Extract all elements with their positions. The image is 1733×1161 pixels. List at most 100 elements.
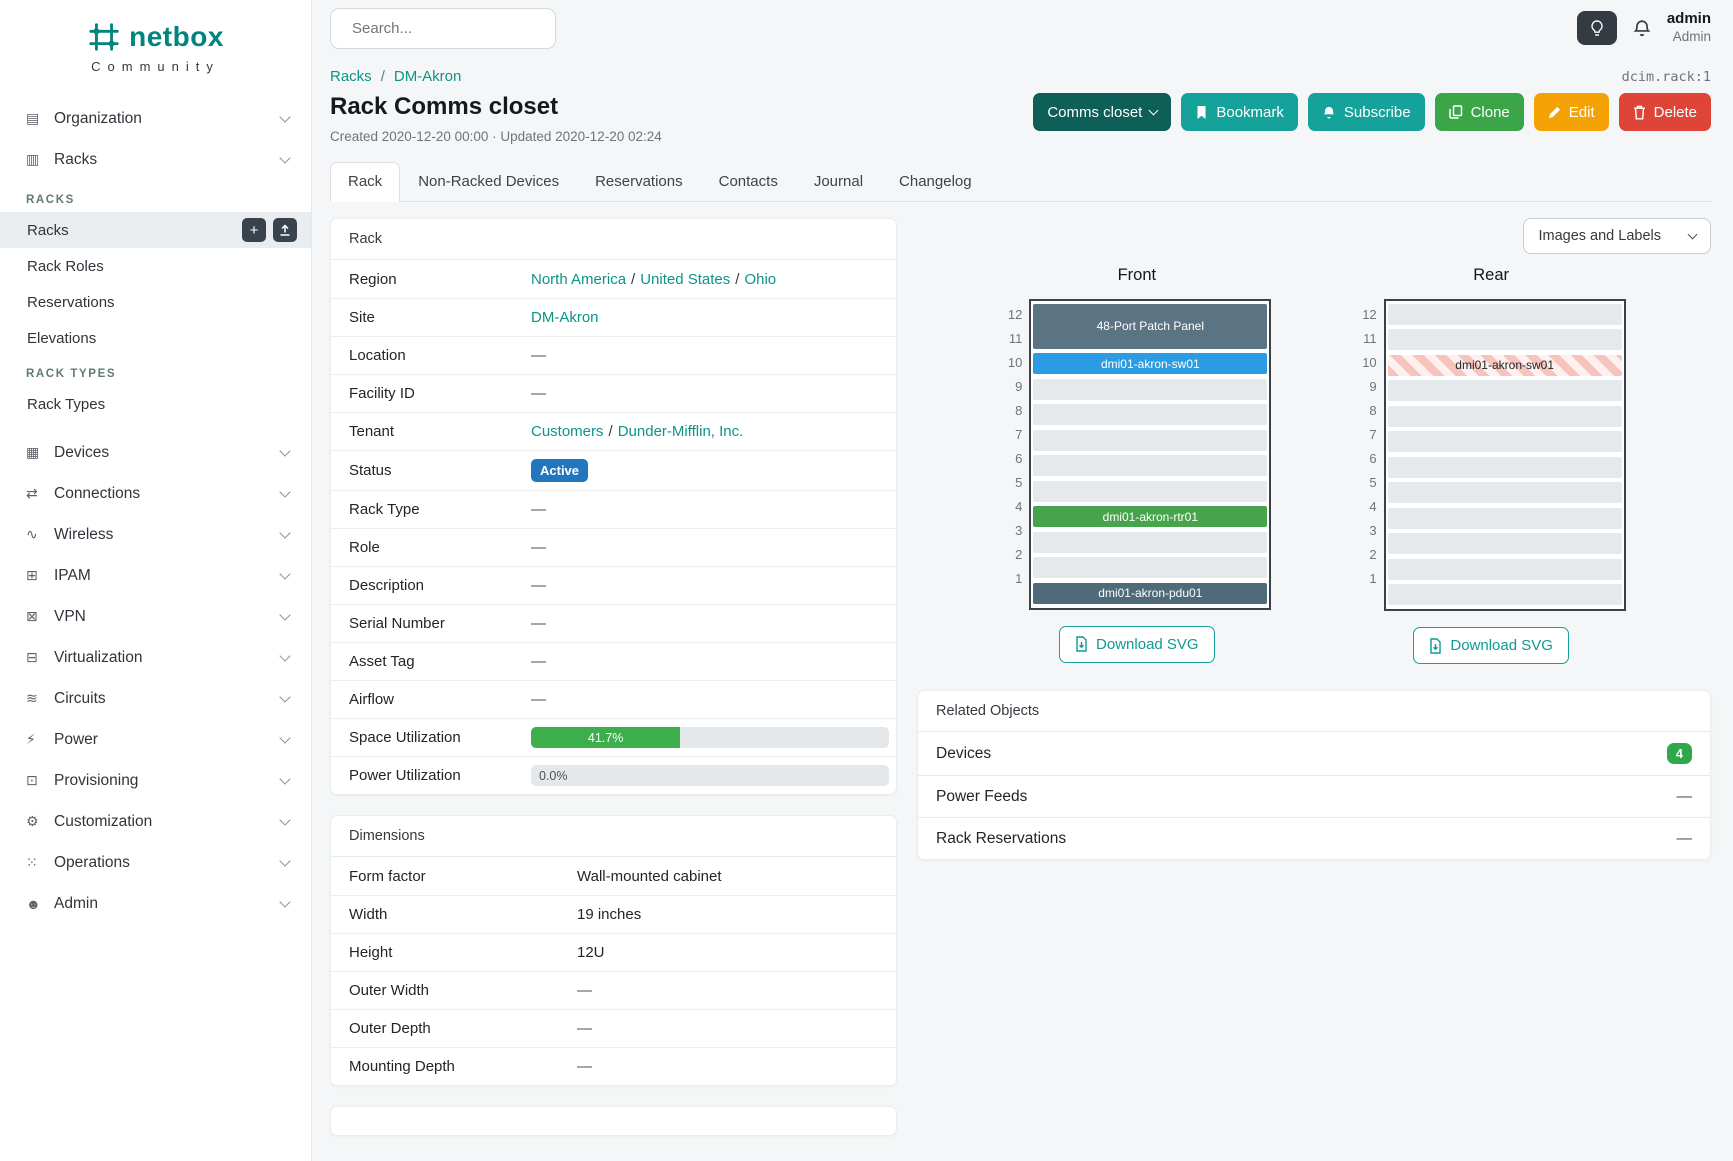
sidebar-item[interactable]: ⊡ Provisioning <box>0 760 311 801</box>
tab-journal[interactable]: Journal <box>813 173 864 190</box>
sidebar-item-icon: ⊞ <box>26 567 38 583</box>
breadcrumb-separator: / <box>380 68 385 85</box>
unit-number: 4 <box>1369 498 1377 514</box>
sidebar-item[interactable]: ⚙ Customization <box>0 801 311 842</box>
brand: netbox Community <box>0 0 311 82</box>
rack-unit-device[interactable]: dmi01-akron-pdu01 <box>1031 582 1269 607</box>
sidebar-subitem-elevations[interactable]: Elevations <box>0 320 311 356</box>
sidebar-subitem-rack-types[interactable]: Rack Types <box>0 386 311 422</box>
edit-button[interactable]: Edit <box>1533 93 1609 131</box>
download-svg-rear-button[interactable]: Download SVG <box>1413 627 1569 664</box>
chevron-down-icon <box>1148 105 1159 116</box>
subitem-label: Rack Roles <box>27 257 104 275</box>
sidebar-subitem-racks[interactable]: Racks + <box>0 212 311 248</box>
sidebar-subitem-reservations[interactable]: Reservations <box>0 284 311 320</box>
rack-unit-empty <box>1031 557 1269 581</box>
unit-number: 7 <box>1015 426 1023 442</box>
bell-icon <box>1633 19 1651 36</box>
breadcrumb-site-link[interactable]: DM-Akron <box>393 68 462 85</box>
images-labels-dropdown[interactable]: Images and Labels <box>1523 218 1711 254</box>
tenant-group-link[interactable]: Customers <box>531 423 604 440</box>
tab-changelog[interactable]: Changelog <box>899 173 972 190</box>
attr-row-mounting-depth: Mounting Depth — <box>331 1047 896 1085</box>
bookmark-button[interactable]: Bookmark <box>1181 93 1298 131</box>
add-rack-button[interactable]: + <box>242 218 266 242</box>
sidebar-item[interactable]: ☻ Admin <box>0 883 311 924</box>
rack-unit-empty <box>1386 456 1624 481</box>
topbar: admin Admin <box>330 0 1711 56</box>
sidebar-item[interactable]: ⇄ Connections <box>0 473 311 514</box>
unit-number: 10 <box>1362 354 1377 370</box>
sidebar-item-organization[interactable]: ▤ Organization <box>0 98 311 139</box>
chevron-down-icon <box>279 568 291 580</box>
sidebar-item[interactable]: ⊟ Virtualization <box>0 637 311 678</box>
attr-row-status: Status Active <box>331 450 896 490</box>
rack-unit-empty <box>1386 507 1624 532</box>
clone-button[interactable]: Clone <box>1434 93 1524 131</box>
region-link[interactable]: North America <box>531 270 627 288</box>
sidebar-item-icon: ☻ <box>26 895 41 912</box>
rear-elevation: Rear 12 11 10 9 8 7 6 5 4 3 2 1 dmi01-akron-sw01 Do… <box>1357 266 1626 664</box>
related-row-devices[interactable]: Devices 4 <box>918 732 1710 775</box>
subitem-label: Racks <box>27 221 69 239</box>
rack-unit-empty <box>1031 429 1269 454</box>
unit-number: 12 <box>1362 306 1377 322</box>
rack-unit-device[interactable]: dmi01-akron-rtr01 <box>1031 506 1269 530</box>
sidebar-item-racks[interactable]: ▥ Racks <box>0 139 311 180</box>
rack-panel: Rack Region North America / United States /… <box>330 218 897 795</box>
action-buttons: Comms closet Bookmark Subscribe Clon <box>1033 93 1711 131</box>
unit-number: 8 <box>1015 402 1023 418</box>
subnav-section-rack-types: RACK TYPES <box>26 368 117 380</box>
attr-row-height: Height 12U <box>331 933 896 971</box>
sidebar-item[interactable]: ⚡ Power <box>0 719 311 760</box>
tab-non-racked-devices[interactable]: Non-Racked Devices <box>418 173 560 190</box>
unit-number: 11 <box>1363 330 1377 346</box>
bell-icon <box>1323 106 1334 118</box>
sidebar-item[interactable]: ⁙ Operations <box>0 842 311 883</box>
rack-unit-device[interactable]: dmi01-akron-sw01 <box>1031 353 1269 377</box>
unit-number: 4 <box>1015 498 1023 514</box>
sidebar-item-icon: ⁙ <box>26 854 38 870</box>
delete-button[interactable]: Delete <box>1618 93 1711 131</box>
breadcrumb-racks-link[interactable]: Racks <box>330 68 372 85</box>
sidebar-item-label: Admin <box>54 894 98 912</box>
sidebar-item[interactable]: ▦ Devices <box>0 432 311 473</box>
sidebar-item[interactable]: ∿ Wireless <box>0 514 311 555</box>
sidebar-item[interactable]: ⊞ IPAM <box>0 555 311 596</box>
region-link[interactable]: United States <box>640 270 731 288</box>
site-link[interactable]: DM-Akron <box>531 309 599 326</box>
page-title: Rack Comms closet <box>330 93 559 120</box>
sidebar-item-icon: ∿ <box>26 526 38 542</box>
related-row-rack-reservations[interactable]: Rack Reservations — <box>918 817 1710 859</box>
tab-rack[interactable]: Rack <box>330 162 401 202</box>
sidebar-item-label: Wireless <box>54 525 114 543</box>
region-link[interactable]: Ohio <box>744 270 777 288</box>
pencil-icon <box>1548 106 1560 118</box>
download-svg-front-button[interactable]: Download SVG <box>1059 625 1215 663</box>
bookmark-icon <box>1197 105 1206 119</box>
rack-unit-device[interactable]: 48-Port Patch Panel <box>1031 303 1269 352</box>
search-box[interactable] <box>330 7 556 49</box>
tab-reservations[interactable]: Reservations <box>595 173 683 190</box>
unit-number: 3 <box>1369 522 1377 538</box>
sidebar-subitem-rack-roles[interactable]: Rack Roles <box>0 248 311 284</box>
attr-row-asset-tag: Asset Tag — <box>331 642 896 680</box>
search-input[interactable] <box>352 19 551 37</box>
related-row-power-feeds[interactable]: Power Feeds — <box>918 775 1710 817</box>
sidebar-item-label: Organization <box>54 109 142 127</box>
attr-row-outer-width: Outer Width — <box>331 971 896 1009</box>
user-menu[interactable]: admin Admin <box>1667 10 1711 46</box>
tab-contacts[interactable]: Contacts <box>718 173 778 190</box>
tenant-link[interactable]: Dunder-Mifflin, Inc. <box>617 423 744 440</box>
subscribe-button[interactable]: Subscribe <box>1307 93 1425 131</box>
import-racks-button[interactable] <box>273 218 297 242</box>
sidebar-item-label: Connections <box>54 484 141 502</box>
sidebar-item-icon: ⇄ <box>26 485 38 501</box>
theme-toggle-button[interactable] <box>1576 11 1617 45</box>
subitem-label: Reservations <box>27 293 115 311</box>
context-dropdown-button[interactable]: Comms closet <box>1033 93 1172 131</box>
sidebar-item[interactable]: ⊠ VPN <box>0 596 311 637</box>
rack-unit-device[interactable]: dmi01-akron-sw01 <box>1386 354 1624 379</box>
notifications-button[interactable] <box>1633 19 1651 38</box>
sidebar-item[interactable]: ≋ Circuits <box>0 678 311 719</box>
